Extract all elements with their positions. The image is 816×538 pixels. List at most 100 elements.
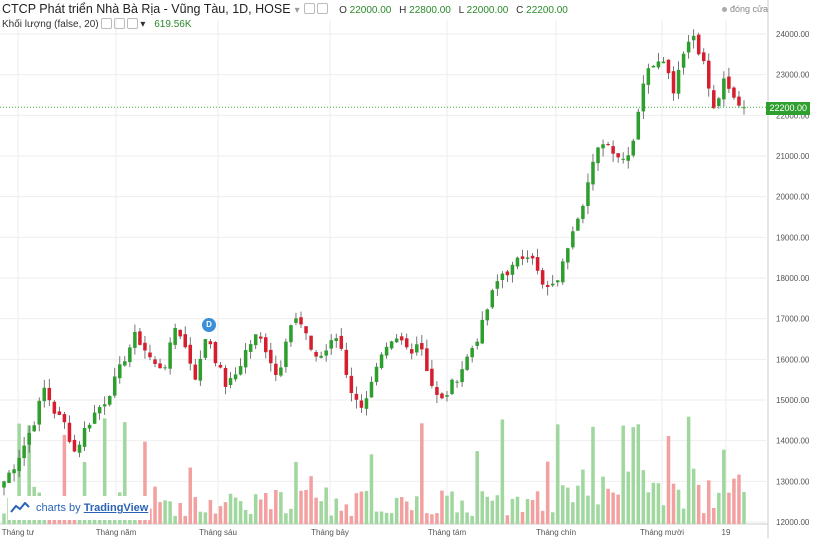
- visibility-toggle-icon[interactable]: [101, 18, 113, 29]
- volume-bar: [732, 478, 736, 524]
- volume-bar: [686, 416, 691, 524]
- volume-indicator-label[interactable]: Khối lượng (false, 20): [2, 19, 99, 31]
- candle-body: [480, 319, 484, 344]
- low-label: L: [458, 5, 464, 16]
- candle-body: [646, 68, 651, 85]
- candle-body: [158, 363, 162, 369]
- candle-body: [576, 218, 580, 231]
- volume-bar: [515, 496, 520, 524]
- candle-body: [37, 400, 41, 425]
- candle-body: [712, 90, 716, 109]
- open-label: O: [339, 5, 347, 16]
- symbol-title[interactable]: CTCP Phát triển Nhà Bà Rịa - Vũng Tàu, 1…: [2, 2, 291, 16]
- candle-body: [581, 205, 585, 219]
- volume-bar: [510, 498, 515, 524]
- close-value: 22200.00: [526, 5, 568, 16]
- volume-bar: [284, 513, 288, 524]
- y-tick-label: 18000.00: [776, 274, 810, 283]
- chevron-down-icon[interactable]: ▾: [294, 5, 300, 16]
- candle-body: [243, 350, 248, 368]
- volume-bar: [535, 491, 540, 524]
- candle-body: [289, 325, 293, 343]
- dividend-marker[interactable]: D: [202, 318, 216, 332]
- volume-bar: [248, 513, 253, 524]
- candle-body: [465, 356, 469, 370]
- volume-bar: [334, 498, 339, 524]
- candle-body: [118, 364, 122, 379]
- volume-bar: [238, 501, 243, 524]
- settings-icon[interactable]: [114, 18, 126, 29]
- close-icon[interactable]: [127, 18, 139, 29]
- volume-bar: [178, 503, 182, 524]
- volume-bar: [389, 513, 394, 524]
- y-tick-label: 21000.00: [776, 152, 810, 161]
- brand-name[interactable]: TradingView: [83, 502, 149, 514]
- volume-bar: [550, 512, 555, 524]
- candle-body: [153, 359, 157, 364]
- volume-bar: [450, 491, 454, 524]
- candle-body: [475, 341, 479, 346]
- candle-body: [631, 140, 636, 156]
- volume-bar: [576, 485, 580, 524]
- candle-body: [107, 396, 112, 405]
- volume-bar: [183, 515, 187, 524]
- volume-bar: [243, 509, 248, 524]
- volume-bar: [27, 425, 31, 524]
- candle-body: [510, 264, 515, 275]
- candle-body: [661, 61, 666, 64]
- volume-bar: [465, 512, 469, 524]
- volume-bar: [2, 513, 6, 524]
- volume-bar: [399, 497, 404, 524]
- candle-body: [540, 270, 545, 285]
- candle-body: [636, 111, 641, 140]
- candle-body: [279, 367, 283, 376]
- candle-body: [389, 341, 394, 349]
- volume-bar: [611, 492, 615, 524]
- y-tick-label: 16000.00: [776, 355, 810, 364]
- y-tick-label: 17000.00: [776, 315, 810, 324]
- candle-body: [691, 35, 696, 41]
- candle-body: [732, 87, 736, 98]
- volume-bar: [304, 489, 308, 524]
- candle-body: [258, 336, 263, 339]
- volume-bar: [153, 486, 157, 524]
- volume-bar: [566, 487, 570, 524]
- visibility-toggle-icon[interactable]: [303, 3, 315, 15]
- volume-bar: [404, 501, 409, 524]
- candle-body: [67, 422, 72, 442]
- x-tick-label: Tháng tám: [428, 528, 467, 537]
- candle-body: [420, 343, 424, 350]
- chevron-down-icon[interactable]: ▾: [140, 19, 146, 31]
- low-value: 22000.00: [466, 5, 509, 16]
- volume-bar: [394, 497, 399, 524]
- y-tick-label: 22000.00: [776, 111, 810, 120]
- volume-bar: [525, 499, 530, 524]
- candle-body: [586, 182, 590, 206]
- volume-bar: [299, 490, 303, 524]
- candle-body: [223, 367, 228, 387]
- candle-body: [193, 364, 198, 380]
- candle-body: [228, 378, 233, 386]
- volume-bar: [601, 476, 605, 524]
- volume-bar: [485, 496, 490, 524]
- volume-bar: [742, 492, 746, 524]
- tradingview-branding[interactable]: charts by TradingView: [8, 496, 150, 520]
- candle-body: [32, 425, 36, 432]
- volume-bar: [258, 499, 263, 524]
- settings-icon[interactable]: [316, 3, 328, 15]
- y-tick-label: 23000.00: [776, 71, 810, 80]
- volume-bar: [651, 482, 656, 524]
- volume-bar: [158, 502, 162, 524]
- candle-body: [701, 52, 706, 62]
- volume-bar: [460, 500, 464, 524]
- y-tick-label: 13000.00: [776, 477, 810, 486]
- candle-body: [168, 342, 172, 369]
- candle-body: [92, 412, 97, 424]
- volume-bar: [319, 501, 323, 524]
- volume-bar: [123, 422, 127, 524]
- volume-bar: [571, 502, 575, 524]
- candle-body: [344, 349, 349, 375]
- volume-bar: [591, 426, 595, 524]
- volume-bar: [555, 424, 560, 524]
